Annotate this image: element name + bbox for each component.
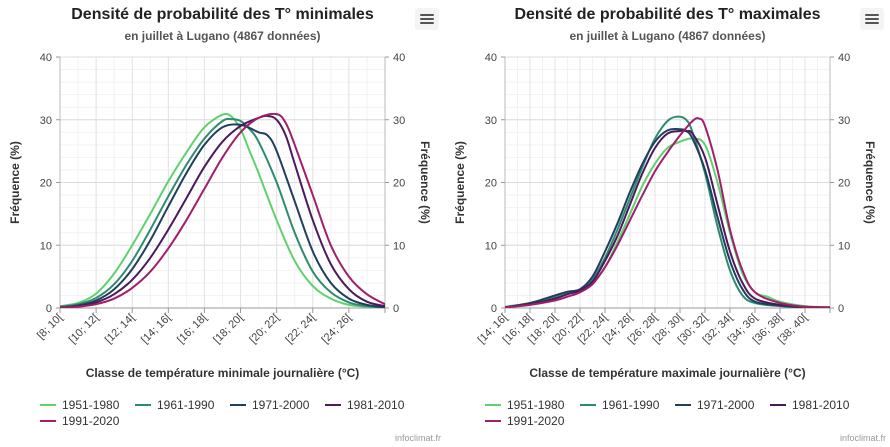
- legend-item-1951-1980[interactable]: 1951-1980: [40, 398, 119, 412]
- chart-legend: 1951-1980 1961-1990 1971-2000 1981-2010 1991…: [40, 398, 420, 438]
- y-axis-title-right: Fréquence (%): [863, 141, 877, 224]
- chart-subtitle: en juillet à Lugano (4867 données): [569, 29, 766, 43]
- series-line-1971-2000: [60, 123, 385, 308]
- y-tick-label-right: 30: [393, 115, 405, 127]
- x-tick-label: [20; 22[: [247, 312, 281, 346]
- series-line-1961-1990: [60, 117, 385, 308]
- legend-swatch: [485, 403, 501, 406]
- chart-title: Densité de probabilité des T° maximales: [514, 6, 821, 23]
- x-tick-label: [14; 16[: [139, 312, 173, 346]
- legend-item-1971-2000[interactable]: 1971-2000: [675, 398, 754, 412]
- x-tick-label: [8; 10[: [35, 312, 65, 342]
- y-tick-label-right: 0: [838, 303, 844, 315]
- legend-swatch: [675, 403, 691, 406]
- legend-swatch: [40, 419, 56, 422]
- x-tick-label: [24; 26[: [320, 312, 354, 346]
- y-tick-label: 20: [40, 178, 52, 190]
- x-axis-title: Classe de température minimale journaliè…: [85, 366, 360, 380]
- legend-item-1971-2000[interactable]: 1971-2000: [230, 398, 309, 412]
- chart-legend: 1951-1980 1961-1990 1971-2000 1981-2010 1991…: [485, 398, 865, 438]
- x-tick-label: [18; 20[: [211, 312, 245, 346]
- legend-label: 1971-2000: [252, 398, 310, 412]
- y-tick-label: 0: [46, 303, 52, 315]
- x-axis-title: Classe de température maximale journaliè…: [529, 366, 806, 380]
- series-line-1971-2000: [505, 127, 830, 308]
- legend-item-1991-2020[interactable]: 1991-2020: [485, 414, 564, 428]
- y-tick-label-right: 30: [838, 115, 850, 127]
- hamburger-menu-icon: [865, 14, 879, 16]
- legend-item-1991-2020[interactable]: 1991-2020: [40, 414, 119, 428]
- legend-label: 1981-2010: [347, 398, 405, 412]
- legend-swatch: [325, 403, 341, 406]
- y-tick-label-right: 40: [393, 52, 405, 64]
- series-line-1991-2020: [60, 112, 385, 308]
- y-tick-label: 30: [485, 115, 497, 127]
- y-tick-label-right: 20: [838, 178, 850, 190]
- legend-label: 1971-2000: [697, 398, 755, 412]
- y-tick-label: 20: [485, 178, 497, 190]
- x-tick-label: [10; 12[: [67, 312, 101, 346]
- legend-swatch: [135, 403, 151, 406]
- chart-panel-max: 0 0 10 10 20 20 30 30 40 40 [14; 16[[16; 18[[18; 2…: [445, 0, 890, 447]
- series-line-1981-2010: [60, 114, 385, 308]
- legend-item-1961-1990[interactable]: 1961-1990: [580, 398, 659, 412]
- chart-menu-button[interactable]: [415, 8, 439, 30]
- y-tick-label: 30: [40, 115, 52, 127]
- y-tick-label-right: 10: [393, 240, 405, 252]
- legend-item-1981-2010[interactable]: 1981-2010: [770, 398, 849, 412]
- y-tick-label: 10: [485, 240, 497, 252]
- legend-label: 1951-1980: [507, 398, 565, 412]
- y-tick-label: 10: [40, 240, 52, 252]
- legend-item-1951-1980[interactable]: 1951-1980: [485, 398, 564, 412]
- legend-label: 1961-1990: [602, 398, 660, 412]
- series-line-1981-2010: [505, 129, 830, 308]
- legend-item-1961-1990[interactable]: 1961-1990: [135, 398, 214, 412]
- legend-label: 1951-1980: [62, 398, 120, 412]
- hamburger-menu-icon: [420, 14, 434, 16]
- legend-swatch: [770, 403, 786, 406]
- chart-panel-min: 0 0 10 10 20 20 30 30 40 40 [8; 10[[10; 12[[12; 14…: [8, 6, 441, 443]
- legend-swatch: [40, 403, 56, 406]
- x-tick-label: [16; 18[: [175, 312, 209, 346]
- y-axis-title-right: Fréquence (%): [418, 141, 432, 224]
- y-tick-label: 0: [491, 303, 497, 315]
- y-tick-label-right: 40: [838, 52, 850, 64]
- chart-subtitle: en juillet à Lugano (4867 données): [124, 29, 321, 43]
- legend-label: 1991-2020: [62, 414, 120, 428]
- legend-label: 1991-2020: [507, 414, 565, 428]
- y-tick-label-right: 10: [838, 240, 850, 252]
- legend-swatch: [485, 419, 501, 422]
- y-axis-title: Fréquence (%): [453, 141, 467, 224]
- chart-menu-button[interactable]: [860, 8, 884, 30]
- series-line-1951-1980: [60, 112, 385, 308]
- x-tick-label: [12; 14[: [103, 312, 137, 346]
- legend-label: 1981-2010: [792, 398, 850, 412]
- legend-swatch: [580, 403, 596, 406]
- y-tick-label: 40: [40, 52, 52, 64]
- series-line-1991-2020: [505, 117, 830, 308]
- y-tick-label-right: 0: [393, 303, 399, 315]
- y-axis-title: Fréquence (%): [8, 141, 22, 224]
- legend-swatch: [230, 403, 246, 406]
- x-tick-label: [22; 24[: [283, 312, 317, 346]
- y-tick-label: 40: [485, 52, 497, 64]
- legend-label: 1961-1990: [157, 398, 215, 412]
- legend-item-1981-2010[interactable]: 1981-2010: [325, 398, 404, 412]
- chart-title: Densité de probabilité des T° minimales: [71, 6, 374, 23]
- chart-min-plot: 0 0 10 10 20 20 30 30 40 40 [8; 10[[10; 12[[12; 14…: [8, 52, 432, 346]
- y-tick-label-right: 20: [393, 178, 405, 190]
- credit-label[interactable]: infoclimat.fr: [394, 433, 441, 443]
- credit-label[interactable]: infoclimat.fr: [839, 433, 886, 443]
